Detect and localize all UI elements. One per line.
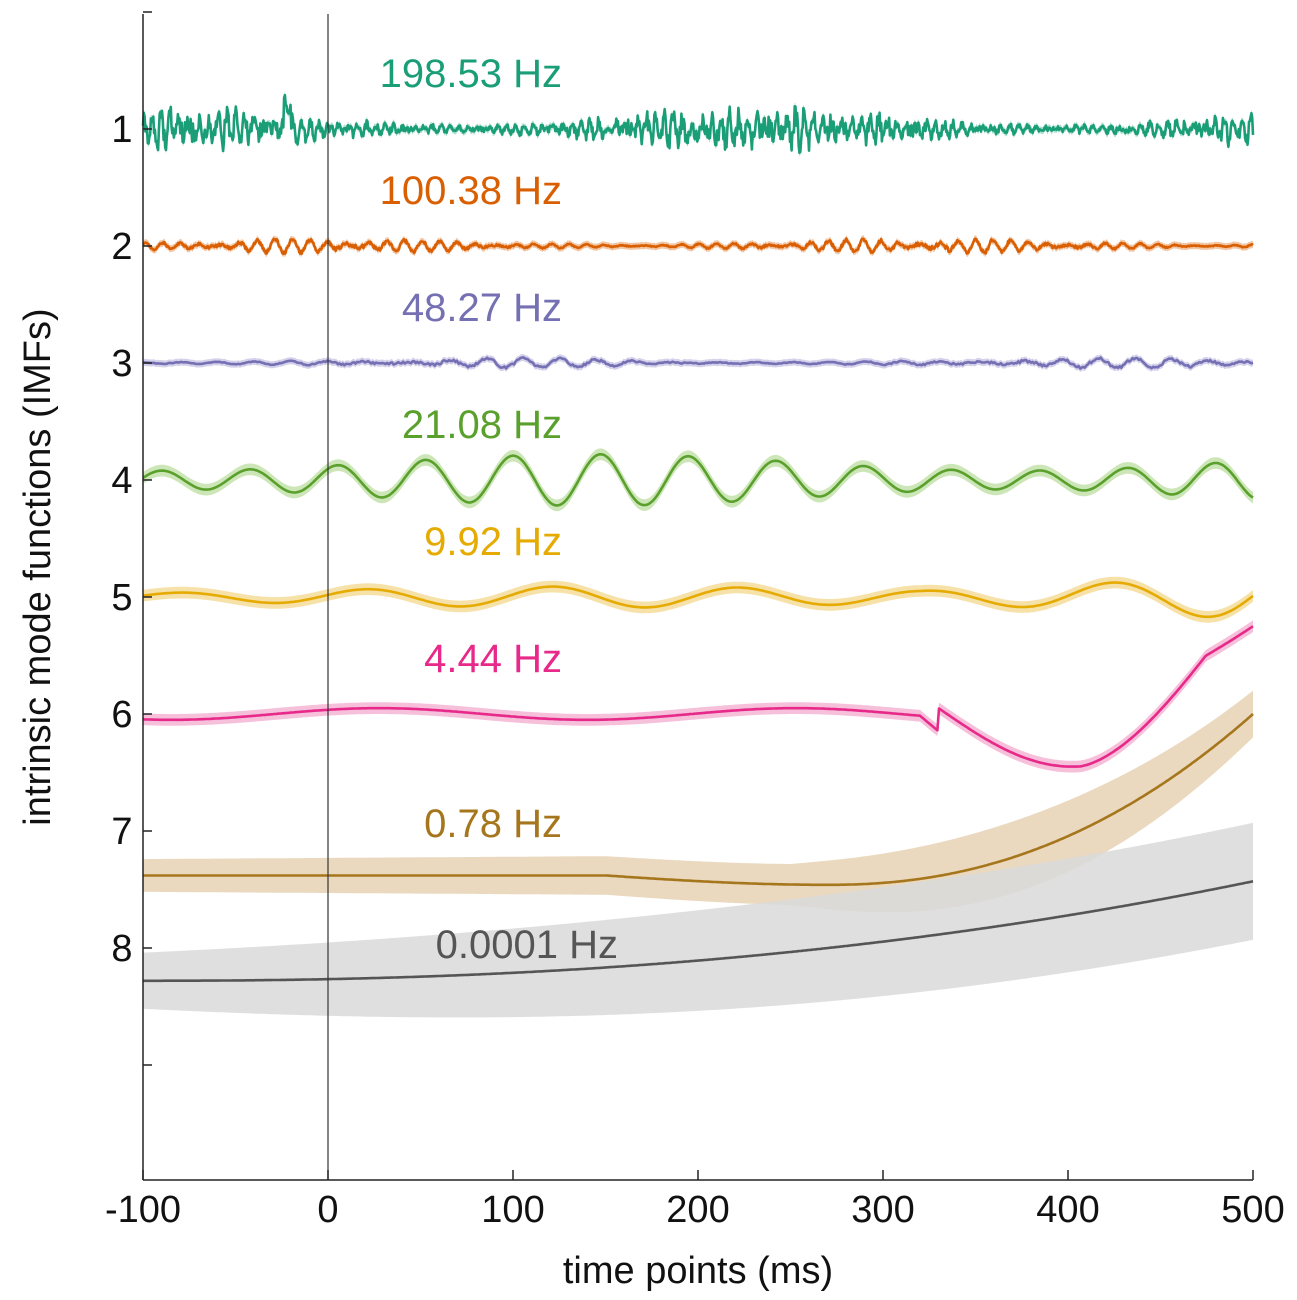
freq-label-imf-3: 48.27 Hz: [402, 286, 562, 330]
y-tick-label: 8: [111, 928, 132, 970]
axes: [142, 11, 1254, 1181]
trace-imf-6: [142, 625, 1254, 768]
y-tick-label: 1: [111, 109, 132, 151]
band-imf-7: [143, 690, 1253, 913]
x-tick-label: 200: [666, 1189, 729, 1231]
freq-label-imf-7: 0.78 Hz: [424, 802, 562, 846]
x-axis-title: time points (ms): [563, 1250, 833, 1292]
freq-label-imf-1: 198.53 Hz: [380, 52, 562, 96]
freq-label-imf-6: 4.44 Hz: [424, 637, 562, 681]
band-imf-5: [143, 576, 1253, 623]
x-tick-label: -100: [105, 1189, 181, 1231]
y-tick-label: 7: [111, 811, 132, 853]
band-imf-8: [143, 822, 1253, 1018]
band-imf-6: [143, 620, 1253, 773]
y-tick-label: 4: [111, 460, 132, 502]
freq-label-imf-2: 100.38 Hz: [380, 169, 562, 213]
trace-imf-1: [141, 93, 1255, 155]
x-tick-label: 400: [1036, 1189, 1099, 1231]
y-tick-label: 2: [111, 226, 132, 268]
tick-labels: -100 0 100 200 300 400 500 1 2 3 4 5 6 7 8: [105, 109, 1285, 1231]
x-tick-label: 300: [851, 1189, 914, 1231]
band-imf-2: [143, 234, 1253, 258]
freq-label-imf-4: 21.08 Hz: [402, 403, 562, 447]
freq-label-imf-5: 9.92 Hz: [424, 520, 562, 564]
x-tick-label: 0: [317, 1189, 338, 1231]
y-tick-label: 3: [111, 343, 132, 385]
y-axis-title: intrinsic mode functions (IMFs): [17, 308, 59, 825]
frequency-labels: 198.53 Hz 100.38 Hz 48.27 Hz 21.08 Hz 9.92 H…: [380, 52, 618, 967]
x-tick-label: 500: [1221, 1189, 1284, 1231]
freq-label-imf-8: 0.0001 Hz: [436, 923, 618, 967]
y-tick-label: 6: [111, 694, 132, 736]
confidence-bands: [143, 91, 1253, 1018]
y-tick-label: 5: [111, 577, 132, 619]
band-imf-4: [143, 448, 1253, 512]
x-tick-label: 100: [481, 1189, 544, 1231]
